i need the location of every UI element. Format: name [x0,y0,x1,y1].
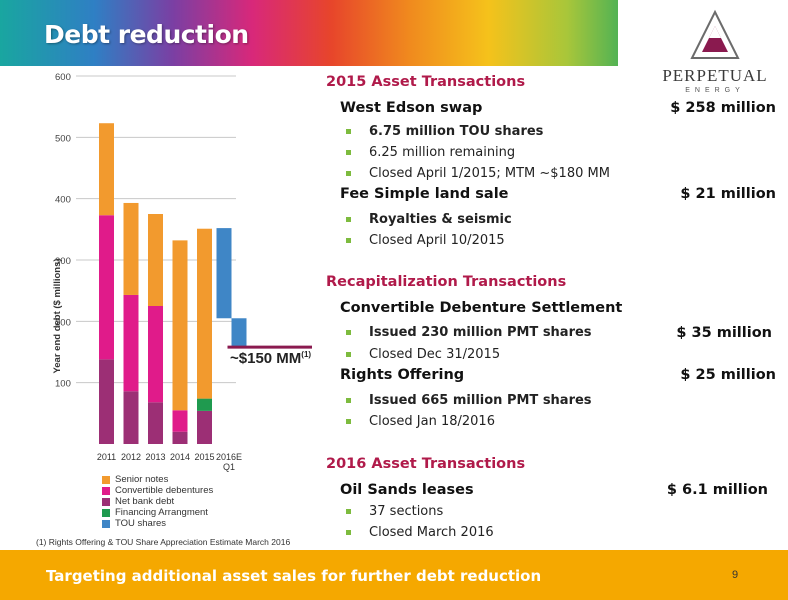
y-tick-label: 500 [55,133,71,144]
footer-message: Targeting additional asset sales for fur… [46,567,542,585]
bullet-icon [346,419,351,424]
bar-segment-tou [216,228,232,319]
legend-swatch [102,475,110,484]
bar-segment [197,410,212,444]
bullet-icon [346,352,351,357]
legend-item-financing-arrangment: Financing Arrangment [102,507,213,518]
bullet-icon [346,217,351,222]
legend-item-net-bank-debt: Net bank debt [102,496,213,507]
row-west-edson-swap: West Edson swap $ 258 million [340,100,776,116]
bullet-item: Closed Dec 31/2015 [346,347,776,362]
bullet-item: Closed April 1/2015; MTM ~$180 MM [346,166,776,181]
bar-segment [148,214,163,306]
legend-swatch [102,486,110,495]
y-tick-label: 200 [55,317,71,328]
chart-annotation: ~$150 MM(1) [230,350,312,367]
x-tick-label: 2014 [170,452,190,462]
legend-item-tou-shares: TOU shares [102,518,213,529]
legend-swatch [102,519,110,528]
bullet-item: Closed April 10/2015 [346,233,776,248]
footer-bar: Targeting additional asset sales for fur… [0,550,788,600]
y-tick-label: 600 [55,72,71,83]
bar-segment [123,391,139,444]
bullet-item: Royalties & seismic [346,212,776,227]
company-logo: PERPETUAL ENERGY [660,8,770,98]
bar-segment [172,410,188,432]
footnote: (1) Rights Offering & TOU Share Apprecia… [36,537,291,547]
x-tick-label: 2013 [145,452,165,462]
bar-segment [148,402,163,444]
y-tick-label: 100 [55,379,71,390]
bullet-icon [346,509,351,514]
legend-item-convertible-debentures: Convertible debentures [102,485,213,496]
y-axis-label: Year end debt ($ millions) [52,258,63,373]
x-tick-label: 2015 [194,452,214,462]
logo-wordmark: PERPETUAL [662,66,768,85]
legend-swatch [102,508,110,517]
y-tick-label: 300 [55,256,71,267]
section-title-recapitalization: Recapitalization Transactions [326,274,567,290]
bullet-icon [346,150,351,155]
row-rights-offering: Rights Offering $ 25 million [340,367,776,383]
bullet-item: 6.25 million remaining [346,145,776,160]
bullet-icon [346,238,351,243]
bullet-icon [346,171,351,176]
row-oil-sands-leases: Oil Sands leases $ 6.1 million [340,482,768,498]
y-tick-label: 400 [55,195,71,206]
page-number: 9 [732,569,739,581]
legend-item-senior-notes: Senior notes [102,474,213,485]
bar-segment [148,306,163,403]
bar-segment [197,398,212,411]
bullet-item: Closed Jan 18/2016 [346,414,776,429]
chart-legend: Senior notes Convertible debentures Net … [102,474,213,529]
bullet-icon [346,330,351,335]
bar-segment [197,228,212,399]
bullet-item: Closed March 2016 [346,525,776,540]
section-title-2015-asset: 2015 Asset Transactions [326,74,526,90]
bar-segment [123,202,139,295]
bar-segment [123,294,139,392]
bullet-icon [346,530,351,535]
legend-swatch [102,497,110,506]
logo-subtext: ENERGY [685,87,745,94]
bullet-icon [346,398,351,403]
x-tick-label: 2011 [97,452,116,462]
bullet-icon [346,129,351,134]
row-fee-simple-land-sale: Fee Simple land sale $ 21 million [340,186,776,202]
bar-segment [172,240,188,411]
x-tick-sublabel: Q1 [223,462,235,472]
bullet-item: 6.75 million TOU shares [346,124,776,139]
logo-triangle-icon [690,9,740,59]
bar-segment-tou [231,318,247,348]
bullet-item: Issued 665 million PMT shares [346,393,776,408]
header-logo-area [618,0,788,66]
bullet-item: 37 sections [346,504,776,519]
section-title-2016-asset: 2016 Asset Transactions [326,456,526,472]
bar-segment [172,431,188,444]
bar-segment [99,123,114,216]
x-tick-label: 2012 [121,452,141,462]
row-convertible-debenture-settlement: Convertible Debenture Settlement [340,300,623,316]
bar-segment [99,359,114,444]
slide-title: Debt reduction [44,20,249,49]
debt-chart: 100 200 300 400 500 600 Year end debt ($ milli… [52,72,312,472]
bullet-item: Issued 230 million PMT shares $ 35 millio… [346,325,776,341]
x-tick-label: 2016E [216,452,242,462]
bar-segment [99,215,114,360]
